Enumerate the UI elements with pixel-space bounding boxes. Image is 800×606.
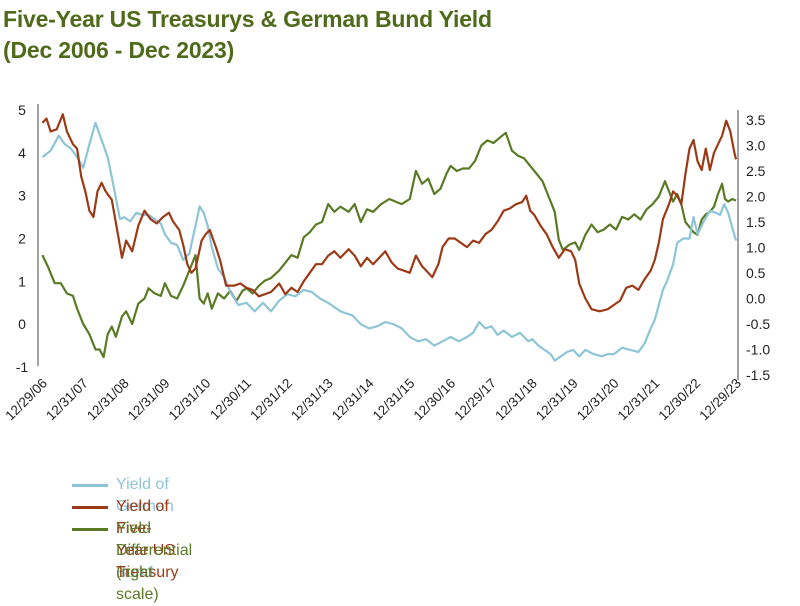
right-tick-label: 0.0 [746, 291, 766, 307]
left-axis-ticks: 5 4 3 2 1 0 -1 [16, 102, 29, 375]
x-tick-label: 12/31/13 [288, 376, 336, 424]
x-tick-label: 12/31/08 [84, 376, 132, 424]
left-tick-label: -1 [16, 359, 29, 375]
chart-canvas: 5 4 3 2 1 0 -1 3.5 3.0 2.5 2.0 1.5 1.0 0.5 0.0 -0.5 -1.… [2, 102, 770, 423]
chart-axes [37, 104, 739, 380]
left-tick-label: 2 [18, 231, 26, 247]
right-tick-label: 1.0 [746, 240, 766, 256]
x-tick-label: 12/31/20 [574, 376, 622, 424]
legend-swatch [72, 484, 108, 487]
left-tick-label: 5 [18, 102, 26, 118]
left-tick-label: 3 [18, 188, 26, 204]
x-tick-label: 12/31/14 [329, 375, 377, 423]
x-tick-label: 12/29/17 [451, 376, 499, 424]
x-tick-label: 12/31/19 [533, 376, 581, 424]
x-tick-label: 12/31/10 [166, 376, 214, 424]
x-tick-label: 12/29/06 [2, 376, 50, 424]
x-tick-label: 12/31/12 [247, 376, 295, 424]
right-tick-label: 3.0 [746, 138, 766, 154]
x-tick-label: 12/30/22 [656, 376, 704, 424]
left-tick-label: 0 [18, 316, 26, 332]
differential-series-line [41, 131, 737, 359]
x-tick-label: 12/31/09 [125, 376, 173, 424]
legend-swatch [72, 528, 108, 531]
x-tick-label: 12/31/18 [492, 376, 540, 424]
chart-series-layer [41, 113, 738, 362]
right-tick-label: -1.0 [746, 342, 770, 358]
right-axis-ticks: 3.5 3.0 2.5 2.0 1.5 1.0 0.5 0.0 -0.5 -1.0 -1.5 [746, 112, 770, 383]
legend-label: Yield Differential (right scale) [116, 520, 193, 603]
right-tick-label: 1.5 [746, 214, 766, 230]
treasury-series-line [41, 113, 738, 313]
chart-title-line2: (Dec 2006 - Dec 2023) [3, 37, 235, 63]
left-tick-label: 4 [18, 145, 26, 161]
chart-title: Five-Year US Treasurys & German Bund Yie… [3, 4, 492, 66]
right-tick-label: -0.5 [746, 316, 770, 332]
x-tick-label: 12/31/21 [615, 376, 663, 424]
x-axis-ticks: 12/29/0612/31/0712/31/0812/31/0912/31/10… [2, 375, 744, 423]
right-tick-label: 0.5 [746, 265, 766, 281]
legend-swatch [72, 506, 108, 509]
x-tick-label: 12/29/23 [696, 376, 744, 424]
left-tick-label: 1 [18, 273, 26, 289]
right-tick-label: 2.5 [746, 163, 766, 179]
x-tick-label: 12/31/07 [43, 376, 91, 424]
x-tick-label: 12/31/15 [370, 376, 418, 424]
right-tick-label: 2.0 [746, 189, 766, 205]
right-tick-label: 3.5 [746, 112, 766, 128]
chart-title-line1: Five-Year US Treasurys & German Bund Yie… [3, 6, 492, 32]
bund-series-line [41, 121, 738, 362]
x-tick-label: 12/30/16 [411, 376, 459, 424]
right-tick-label: -1.5 [746, 367, 770, 383]
x-tick-label: 12/30/11 [207, 376, 254, 423]
